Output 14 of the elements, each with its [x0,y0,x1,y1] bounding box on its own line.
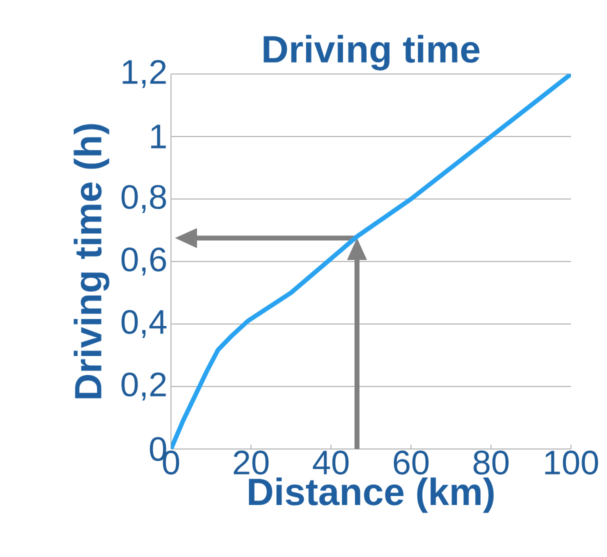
x-tick-label: 100 [545,450,598,475]
x-tick-label: 20 [234,450,269,475]
y-tick-label: 1,2 [122,60,166,88]
y-tick-label: 0,8 [122,184,166,214]
chart-title: Driving time [264,34,480,70]
y-tick-label: 0,2 [122,372,166,401]
y-axis-title: Driving time (h) [74,124,110,398]
x-axis-title: Distance (km) [248,477,494,513]
y-tick-label: 0,4 [122,310,166,338]
x-tick-label: 80 [474,450,509,475]
y-tick-label: 0,6 [122,247,166,276]
y-tick-label: 1 [151,124,166,148]
x-tick-label: 40 [312,450,349,475]
x-tick-label: 60 [394,450,429,475]
